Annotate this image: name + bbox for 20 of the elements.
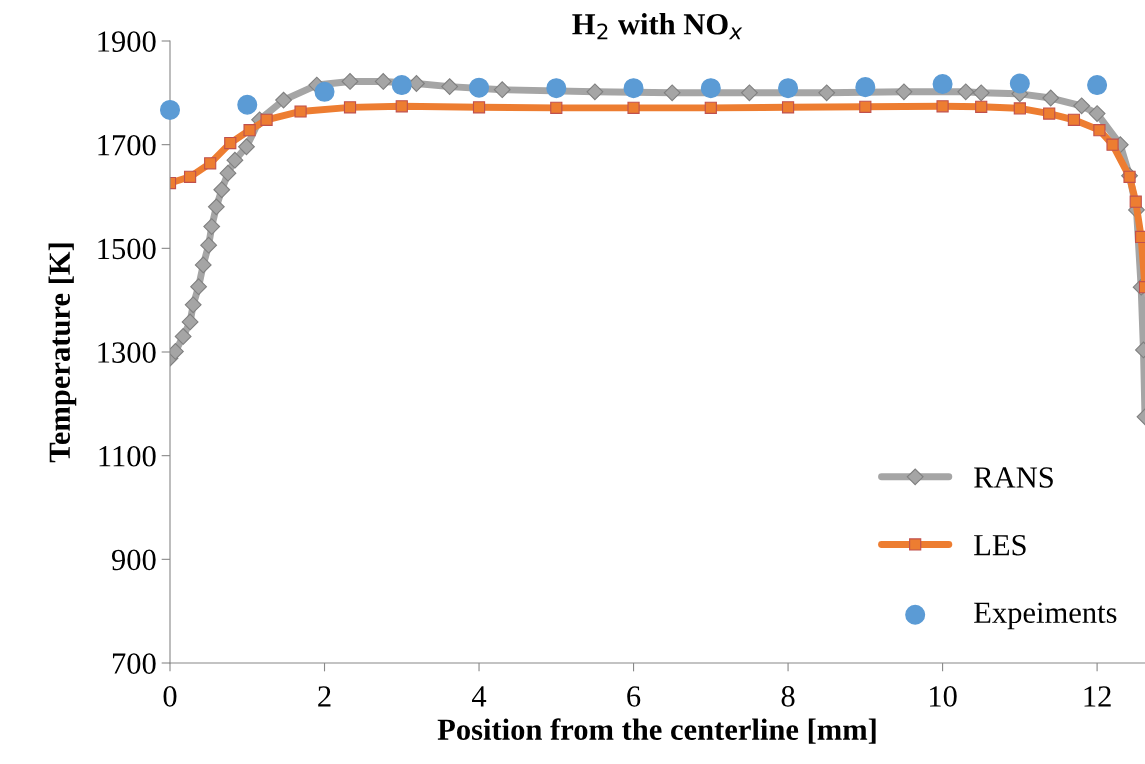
x-tick-label: 4 — [471, 686, 487, 707]
legend-label: RANS — [974, 467, 1053, 488]
x-tick-label: 10 — [929, 686, 957, 707]
y-tick-label: 1100 — [99, 445, 156, 467]
y-axis-title: Temperature [K] — [48, 243, 77, 463]
x-axis-title: Position from the centerline [mm] — [437, 718, 876, 744]
y-tick-label: 700 — [112, 653, 156, 674]
y-tick-label: 1900 — [98, 31, 156, 52]
y-tick-label: 1300 — [98, 342, 156, 363]
x-tick-label: 6 — [627, 686, 641, 707]
x-tick-label: 12 — [1084, 686, 1111, 707]
y-tick-label: 1500 — [98, 238, 156, 260]
y-tick-label: 900 — [111, 549, 156, 571]
x-tick-label: 2 — [318, 686, 331, 707]
x-tick-label: 8 — [781, 686, 795, 707]
x-tick-label: 0 — [163, 686, 177, 707]
chart-title: H$_{2}$ with NO$_{x}$ — [572, 13, 743, 40]
legend-label: LES — [974, 534, 1026, 556]
legend-label: Expeiments — [974, 602, 1117, 630]
y-tick-label: 1700 — [98, 134, 156, 156]
